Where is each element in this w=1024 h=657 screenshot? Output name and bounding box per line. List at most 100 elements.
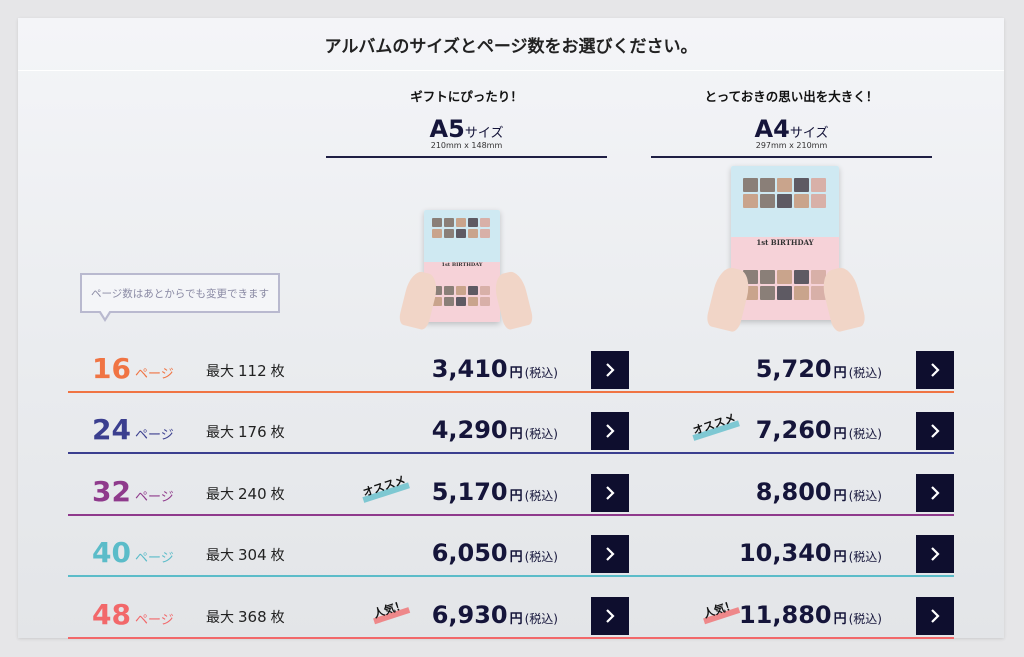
a4-price-value: 7,260 xyxy=(755,416,832,444)
page-change-tooltip: ページ数はあとからでも変更できます xyxy=(80,273,280,313)
tax-label: (税込) xyxy=(848,612,882,626)
chevron-right-icon xyxy=(927,485,943,501)
chevron-right-icon xyxy=(602,362,618,378)
page-option-row-40: 40 ページ 最大 304 枚 6,050 円 (税込) 10,340 円 (税込) xyxy=(0,515,1024,577)
page-option-row-16: 16 ページ 最大 112 枚 3,410 円 (税込) 5,720 円 (税込) xyxy=(0,331,1024,393)
max-prefix: 最大 xyxy=(206,425,234,441)
tax-label: (税込) xyxy=(524,550,558,564)
page-count-number: 48 xyxy=(92,598,131,631)
row-underline xyxy=(68,575,954,577)
a5-tagline: ギフトにぴったり！ xyxy=(410,89,523,104)
a5-select-button-48[interactable] xyxy=(591,597,629,635)
a4-select-button-40[interactable] xyxy=(916,535,954,573)
a5-select-button-24[interactable] xyxy=(591,412,629,450)
a4-select-button-48[interactable] xyxy=(916,597,954,635)
a4-price: 7,260 円 (税込) xyxy=(756,416,882,444)
popular-badge: 人気！ xyxy=(701,596,741,625)
max-photos: 最大 304 枚 xyxy=(206,545,285,565)
chevron-right-icon xyxy=(602,546,618,562)
chevron-right-icon xyxy=(602,423,618,439)
a5-column-header: ギフトにぴったり！ A5サイズ 210mm x 148mm xyxy=(326,86,607,158)
row-underline xyxy=(68,514,954,516)
a4-price-value: 11,880 xyxy=(738,601,832,629)
a5-price: 6,930 円 (税込) xyxy=(432,601,558,629)
a5-price-value: 5,170 xyxy=(431,478,508,506)
max-photos: 最大 112 枚 xyxy=(206,361,285,381)
a5-dimensions: 210mm x 148mm xyxy=(430,141,503,150)
page-count: 40 ページ xyxy=(92,536,174,569)
yen-label: 円 xyxy=(509,550,523,565)
a4-price: 10,340 円 (税込) xyxy=(739,539,882,567)
a4-header-rule xyxy=(651,156,932,158)
tax-label: (税込) xyxy=(848,427,882,441)
yen-label: 円 xyxy=(833,427,847,442)
recommend-badge: オススメ xyxy=(691,410,740,441)
chevron-right-icon xyxy=(927,546,943,562)
a4-price-value: 10,340 xyxy=(738,539,832,567)
a4-price: 11,880 円 (税込) xyxy=(739,601,882,629)
tax-label: (税込) xyxy=(524,612,558,626)
max-photo-count: 112 xyxy=(238,362,267,380)
tax-label: (税込) xyxy=(524,489,558,503)
max-photo-count: 368 xyxy=(238,608,267,626)
yen-label: 円 xyxy=(509,489,523,504)
a4-select-button-32[interactable] xyxy=(916,474,954,512)
a5-select-button-40[interactable] xyxy=(591,535,629,573)
chevron-right-icon xyxy=(927,362,943,378)
a5-price: 3,410 円 (税込) xyxy=(432,355,558,383)
a5-header-rule xyxy=(326,156,607,158)
tax-label: (税込) xyxy=(524,366,558,380)
chevron-right-icon xyxy=(602,608,618,624)
max-photo-count: 176 xyxy=(238,423,267,441)
page-count: 24 ページ xyxy=(92,413,174,446)
page-option-row-24: 24 ページ 最大 176 枚 4,290 円 (税込) 7,260 円 (税込) オススメ xyxy=(0,392,1024,454)
a5-price-value: 4,290 xyxy=(431,416,508,444)
a4-size-name: A4 xyxy=(754,115,790,143)
a4-size-suffix: サイズ xyxy=(789,126,829,141)
max-photos: 最大 368 枚 xyxy=(206,607,285,627)
a4-select-button-16[interactable] xyxy=(916,351,954,389)
a4-price: 5,720 円 (税込) xyxy=(756,355,882,383)
a4-select-button-24[interactable] xyxy=(916,412,954,450)
max-prefix: 最大 xyxy=(206,610,234,626)
popular-badge: 人気！ xyxy=(371,596,411,625)
page-unit-label: ページ xyxy=(134,428,174,443)
a5-price-value: 6,930 xyxy=(431,601,508,629)
page-unit-label: ページ xyxy=(134,551,174,566)
tax-label: (税込) xyxy=(524,427,558,441)
page-count-number: 24 xyxy=(92,413,131,446)
a5-size-label: A5サイズ xyxy=(326,115,607,143)
tax-label: (税込) xyxy=(848,550,882,564)
page-title: アルバムのサイズとページ数をお選びください。 xyxy=(18,18,1004,71)
a4-size-label: A4サイズ xyxy=(651,115,932,143)
chevron-right-icon xyxy=(927,423,943,439)
yen-label: 円 xyxy=(833,366,847,381)
a5-price-value: 3,410 xyxy=(431,355,508,383)
max-suffix: 枚 xyxy=(270,548,285,564)
max-suffix: 枚 xyxy=(270,364,285,380)
a4-cover-title: 1st BIRTHDAY xyxy=(756,238,814,247)
page-unit-label: ページ xyxy=(134,367,174,382)
max-photos: 最大 176 枚 xyxy=(206,422,285,442)
max-suffix: 枚 xyxy=(270,425,285,441)
row-underline xyxy=(68,452,954,454)
a4-tagline: とっておきの思い出を大きく！ xyxy=(704,89,879,104)
a4-price-value: 8,800 xyxy=(755,478,832,506)
tax-label: (税込) xyxy=(848,489,882,503)
max-prefix: 最大 xyxy=(206,548,234,564)
yen-label: 円 xyxy=(509,366,523,381)
a5-cover-title: 1st BIRTHDAY xyxy=(441,262,483,268)
a5-select-button-16[interactable] xyxy=(591,351,629,389)
recommend-badge: オススメ xyxy=(361,472,410,503)
page-option-row-32: 32 ページ 最大 240 枚 5,170 円 (税込) オススメ 8,800 円 (税込) xyxy=(0,454,1024,516)
a5-price: 4,290 円 (税込) xyxy=(432,416,558,444)
page-option-row-48: 48 ページ 最大 368 枚 6,930 円 (税込) 人気！ 11,880 円 (税込) 人気！ xyxy=(0,577,1024,639)
badge-text: 人気！ xyxy=(371,598,408,621)
max-suffix: 枚 xyxy=(270,487,285,503)
chevron-right-icon xyxy=(927,608,943,624)
page-unit-label: ページ xyxy=(134,490,174,505)
a5-select-button-32[interactable] xyxy=(591,474,629,512)
page-count: 48 ページ xyxy=(92,598,174,631)
a4-column-header: とっておきの思い出を大きく！ A4サイズ 297mm x 210mm xyxy=(651,86,932,158)
max-prefix: 最大 xyxy=(206,364,234,380)
